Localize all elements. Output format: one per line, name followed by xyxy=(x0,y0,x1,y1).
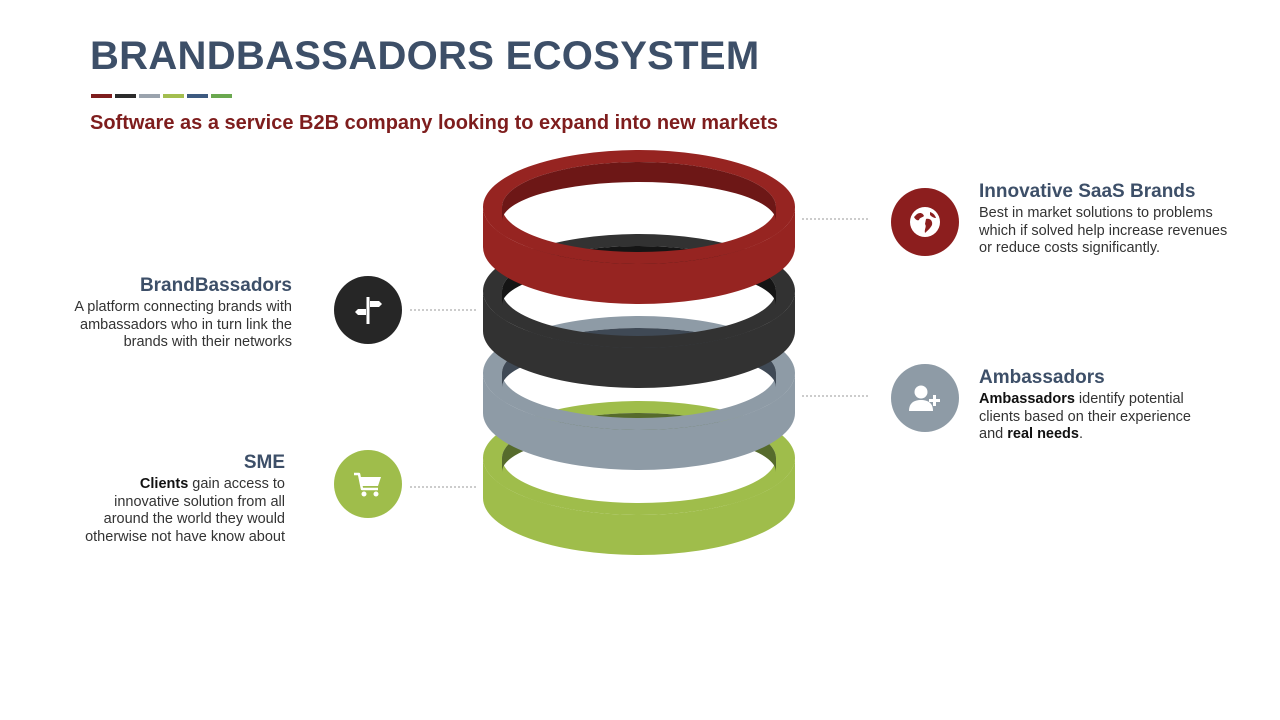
red-ring-inner-wall xyxy=(502,162,776,221)
globe-icon xyxy=(910,207,940,237)
ambassadors-title: Ambassadors xyxy=(979,367,1105,388)
sme-title: SME xyxy=(243,452,285,473)
ambassadors-desc-mid: identify potential clients based on thei… xyxy=(979,391,1191,442)
stripe xyxy=(115,94,136,98)
ambassadors-description: Ambassadors identify potential clients b… xyxy=(979,391,1209,444)
green-ring-side xyxy=(483,458,795,555)
brandbassadors-text-block: BrandBassadors A platform connecting bra… xyxy=(60,275,292,352)
brandbassadors-title: BrandBassadors xyxy=(139,275,292,296)
saas-circle xyxy=(891,188,959,256)
title-color-stripes xyxy=(91,94,235,98)
page-subtitle: Software as a service B2B company lookin… xyxy=(90,112,778,134)
sme-text-block: SME Clients gain access to innovative so… xyxy=(80,452,285,546)
saas-text-block: Innovative SaaS Brands Best in market so… xyxy=(979,181,1239,258)
real-needs-bold-term: real needs xyxy=(1007,426,1079,442)
sme-circle xyxy=(334,450,402,518)
stripe xyxy=(163,94,184,98)
signpost-icon xyxy=(355,297,382,324)
shopping-cart-icon xyxy=(354,472,381,497)
saas-title: Innovative SaaS Brands xyxy=(979,181,1196,202)
brandbassadors-circle xyxy=(334,276,402,344)
ambassadors-desc-end: . xyxy=(1078,426,1084,442)
stripe xyxy=(139,94,160,98)
black-ring-side xyxy=(483,291,795,388)
red-ring-side xyxy=(483,207,795,304)
brandbassadors-description: A platform connecting brands with ambass… xyxy=(74,299,292,350)
ambassadors-bold-term: Ambassadors xyxy=(979,391,1075,407)
gray-ring-side xyxy=(483,373,795,470)
page-title: BRANDBASSADORS ECOSYSTEM xyxy=(90,34,760,78)
add-user-icon xyxy=(909,385,940,411)
stripe xyxy=(91,94,112,98)
clients-bold-term: Clients xyxy=(139,476,189,492)
ambassadors-circle xyxy=(891,364,959,432)
red-ring xyxy=(483,149,795,304)
ambassadors-text-block: Ambassadors Ambassadors identify potenti… xyxy=(979,367,1209,444)
stripe xyxy=(187,94,208,98)
saas-description: Best in market solutions to problems whi… xyxy=(979,205,1228,256)
stripe xyxy=(211,94,232,98)
sme-desc-rest: gain access to innovative solution from … xyxy=(85,476,285,545)
sme-description: Clients gain access to innovative soluti… xyxy=(80,476,285,546)
